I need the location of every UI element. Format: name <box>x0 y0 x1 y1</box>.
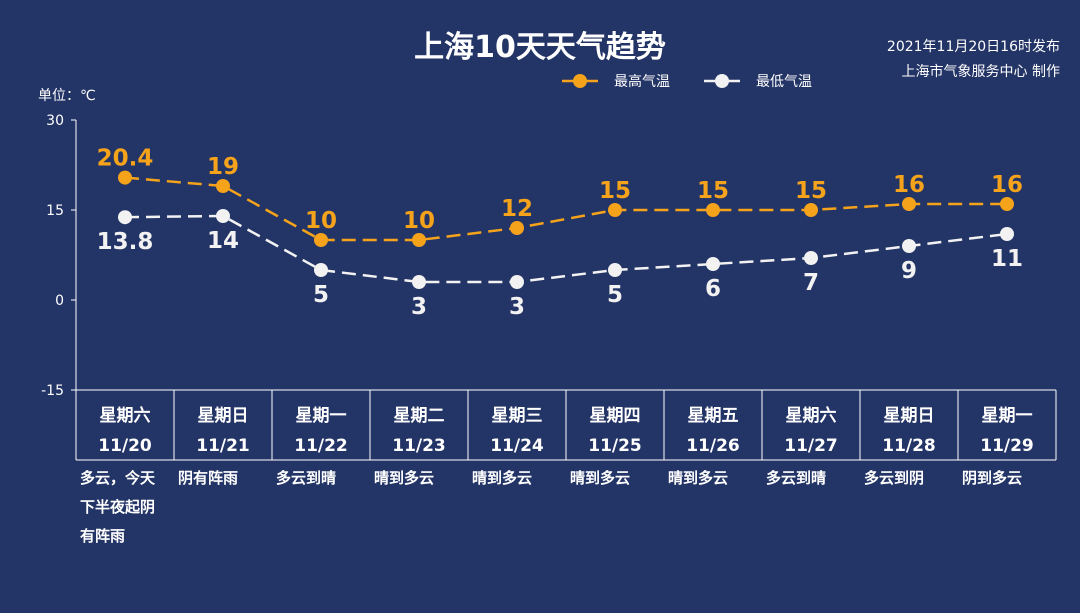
data-label-low: 5 <box>313 282 329 308</box>
y-tick-label: -15 <box>41 383 64 399</box>
category-date: 11/29 <box>980 436 1034 456</box>
category-date: 11/25 <box>588 436 642 456</box>
data-point-high <box>804 203 818 217</box>
data-point-low <box>412 275 426 289</box>
data-label-low: 5 <box>607 282 623 308</box>
category-date: 11/28 <box>882 436 936 456</box>
category-weekday: 星期一 <box>296 406 347 426</box>
data-point-high <box>510 221 524 235</box>
category-weekday: 星期三 <box>492 406 543 426</box>
legend-label-low: 最低气温 <box>756 74 812 90</box>
category-weather: 多云，今天 <box>80 469 156 487</box>
publisher: 上海市气象服务中心 制作 <box>901 64 1060 80</box>
data-label-low: 13.8 <box>97 229 154 255</box>
series-line-high <box>124 176 1007 242</box>
category-date: 11/20 <box>98 436 152 456</box>
data-point-low <box>706 257 720 271</box>
legend-marker-low <box>704 74 740 88</box>
data-label-high: 15 <box>599 178 631 204</box>
legend-item-low[interactable]: 最低气温 <box>702 71 812 91</box>
category-weekday: 星期一 <box>982 406 1033 426</box>
legend-marker-high <box>562 74 598 88</box>
data-point-high <box>412 233 426 247</box>
category-date: 11/22 <box>294 436 348 456</box>
data-point-low <box>314 263 328 277</box>
category-weather: 晴到多云 <box>374 469 434 487</box>
data-point-low <box>804 251 818 265</box>
data-label-high: 20.4 <box>97 146 154 172</box>
data-label-high: 10 <box>403 208 435 234</box>
data-label-low: 7 <box>803 270 819 296</box>
data-point-low <box>118 210 132 225</box>
y-tick-label: 0 <box>55 293 64 309</box>
data-label-low: 11 <box>991 246 1023 272</box>
data-point-low <box>608 263 622 277</box>
data-label-low: 14 <box>207 228 239 254</box>
category-date: 11/24 <box>490 436 544 456</box>
y-tick-label: 15 <box>46 203 64 219</box>
category-weekday: 星期六 <box>786 405 837 426</box>
data-label-low: 6 <box>705 276 721 302</box>
legend-label-high: 最高气温 <box>614 74 670 90</box>
data-point-low <box>1000 227 1014 241</box>
data-label-high: 16 <box>991 172 1023 198</box>
legend-item-high[interactable]: 最高气温 <box>560 71 670 91</box>
category-weekday: 星期六 <box>100 405 151 426</box>
category-weather: 阴到多云 <box>962 469 1022 487</box>
data-point-low <box>510 275 524 289</box>
data-point-high <box>608 203 622 217</box>
data-label-low: 3 <box>411 294 427 320</box>
category-weather: 多云到晴 <box>276 469 336 487</box>
category-weather: 多云到晴 <box>766 469 826 487</box>
category-weather: 晴到多云 <box>472 469 532 487</box>
data-point-high <box>706 203 720 217</box>
chart-title: 上海10天天气趋势 <box>414 30 666 65</box>
data-label-high: 16 <box>893 172 925 198</box>
category-weekday: 星期二 <box>394 406 445 426</box>
category-weekday: 星期四 <box>590 406 641 426</box>
unit-label: 单位：℃ <box>38 88 96 104</box>
category-weekday: 星期日 <box>884 406 935 426</box>
data-label-low: 3 <box>509 294 525 320</box>
category-date: 11/21 <box>196 436 250 456</box>
category-weather: 多云到阴 <box>864 469 924 487</box>
category-weather: 晴到多云 <box>570 469 630 487</box>
category-weekday: 星期五 <box>688 406 739 426</box>
category-weather: 阴有阵雨 <box>178 469 238 487</box>
data-point-high <box>216 179 230 193</box>
category-weekday: 星期日 <box>198 406 249 426</box>
data-point-high <box>118 170 132 185</box>
publish-time: 2021年11月20日16时发布 <box>886 39 1060 55</box>
category-weather: 有阵雨 <box>80 527 125 545</box>
legend: 最高气温 最低气温 <box>560 70 844 92</box>
data-label-high: 19 <box>207 154 239 180</box>
data-label-high: 15 <box>795 178 827 204</box>
category-weather: 晴到多云 <box>668 469 728 487</box>
data-label-high: 12 <box>501 196 533 222</box>
data-point-high <box>1000 197 1014 211</box>
category-date: 11/27 <box>784 436 838 456</box>
data-label-high: 15 <box>697 178 729 204</box>
category-date: 11/26 <box>686 436 740 456</box>
data-point-high <box>902 197 916 211</box>
category-weather: 下半夜起阴 <box>80 498 155 516</box>
y-tick-label: 30 <box>46 113 64 129</box>
data-label-low: 9 <box>901 258 917 284</box>
data-point-low <box>216 209 230 223</box>
data-point-low <box>902 239 916 253</box>
data-point-high <box>314 233 328 247</box>
category-date: 11/23 <box>392 436 446 456</box>
data-label-high: 10 <box>305 208 337 234</box>
series-line-low <box>124 214 1008 284</box>
